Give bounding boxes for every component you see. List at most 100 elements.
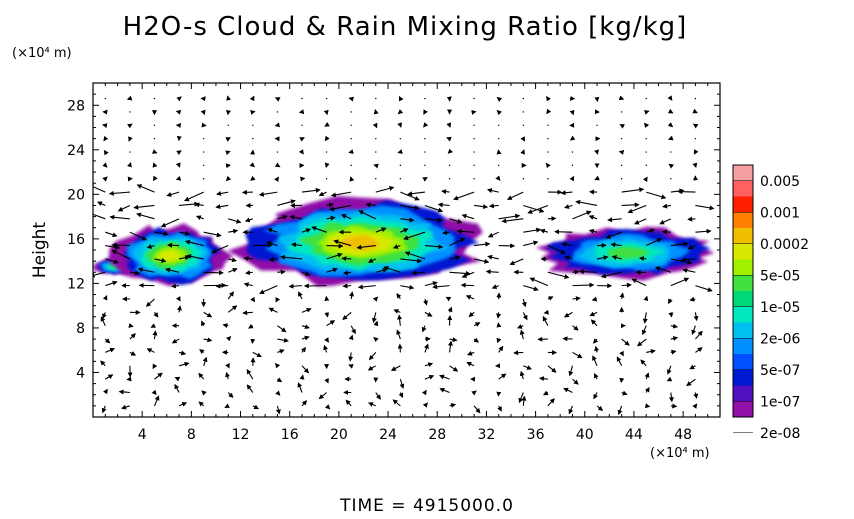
wind-vector — [422, 177, 428, 182]
colorbar-swatch — [733, 291, 753, 308]
wind-vector — [441, 189, 450, 195]
wind-vector — [432, 284, 450, 290]
wind-vector — [345, 399, 352, 407]
wind-vector — [453, 191, 475, 201]
wind-vector-dot — [473, 124, 475, 127]
wind-vector-dot — [202, 164, 205, 167]
wind-vector — [225, 137, 231, 142]
wind-vector — [465, 295, 475, 300]
wind-vector — [324, 378, 329, 384]
colorbar-label: 0.001 — [760, 205, 800, 221]
wind-vector — [324, 337, 329, 343]
wind-vector — [447, 340, 453, 353]
wind-vector — [349, 291, 355, 300]
wind-vector-dot — [375, 97, 377, 100]
wind-vector — [222, 323, 229, 328]
colorbar-label: 5e-07 — [760, 363, 800, 379]
wind-vector — [446, 136, 452, 142]
cloud-contour — [606, 246, 650, 260]
wind-vector — [439, 374, 450, 380]
wind-vector — [244, 217, 253, 223]
wind-vector — [561, 241, 573, 247]
wind-vector-dot — [645, 164, 647, 167]
wind-vector-dot — [620, 111, 623, 113]
wind-vector — [547, 245, 567, 255]
wind-vector-dot — [276, 151, 279, 153]
wind-vector — [423, 122, 429, 128]
wind-vector — [375, 186, 395, 193]
wind-vector-dot — [424, 151, 426, 153]
wind-vector — [383, 265, 401, 273]
wind-vector — [108, 190, 130, 196]
wind-vector — [151, 389, 157, 396]
wind-vector — [621, 282, 632, 288]
wind-vector — [101, 405, 107, 414]
wind-vector — [365, 202, 376, 208]
wind-vector — [399, 378, 405, 389]
wind-vector — [520, 136, 525, 142]
wind-vector — [250, 175, 256, 181]
wind-vector — [211, 245, 229, 254]
wind-vector — [268, 307, 278, 313]
wind-vector — [633, 218, 647, 225]
wind-vector — [275, 390, 281, 396]
wind-vector — [466, 362, 475, 367]
wind-vector — [497, 405, 502, 412]
wind-vector — [689, 364, 696, 370]
wind-vector — [637, 338, 647, 347]
wind-vector — [201, 390, 207, 396]
x-tick-label: 40 — [576, 427, 594, 443]
wind-vector — [400, 204, 420, 211]
wind-vector — [258, 191, 278, 197]
wind-vector-dot — [399, 178, 402, 180]
wind-vector — [589, 311, 598, 317]
wind-vector — [225, 363, 230, 369]
wind-vector — [326, 243, 344, 249]
wind-vector — [456, 228, 475, 234]
wind-vector-dot — [547, 137, 549, 140]
wind-vector — [301, 365, 310, 374]
wind-vector-dot — [670, 178, 672, 180]
wind-vector — [104, 338, 111, 344]
wind-vector — [228, 257, 237, 263]
wind-vector — [644, 110, 650, 115]
wind-vector-dot — [571, 151, 574, 153]
wind-vector — [659, 218, 672, 225]
wind-vector — [175, 175, 182, 181]
wind-vector — [621, 390, 628, 396]
wind-vector — [572, 269, 580, 275]
wind-vector-dot — [104, 97, 106, 100]
wind-vector — [333, 239, 352, 247]
wind-vector — [176, 96, 182, 102]
colorbar: 0.005 0.001 0.0002 5e-05 1e-05 2e-06 5e-07 1e-0… — [732, 164, 809, 442]
wind-vector-dot — [670, 151, 672, 153]
wind-vector — [616, 356, 623, 367]
wind-vector — [668, 392, 674, 403]
x-tick-label: 12 — [232, 427, 250, 443]
wind-vector — [100, 316, 106, 326]
wind-vector-dot — [620, 178, 623, 180]
wind-vector — [111, 249, 131, 260]
wind-vector — [424, 374, 435, 380]
wind-vector — [619, 350, 624, 357]
wind-vector — [152, 363, 158, 370]
wind-vector — [631, 278, 647, 287]
wind-vector — [461, 213, 475, 220]
wind-vector — [105, 374, 114, 380]
wind-vector — [291, 242, 303, 248]
wind-vector — [545, 162, 551, 169]
wind-vector — [186, 254, 204, 260]
wind-vector — [439, 387, 450, 394]
wind-vector — [506, 191, 524, 200]
wind-vector — [523, 240, 539, 247]
wind-vector — [176, 305, 182, 313]
wind-vector — [275, 297, 281, 303]
wind-vector — [105, 280, 118, 287]
wind-vector — [259, 285, 278, 294]
wind-vector — [543, 390, 549, 396]
wind-vector — [437, 202, 450, 208]
wind-vector — [277, 325, 287, 333]
wind-vector — [154, 258, 167, 263]
